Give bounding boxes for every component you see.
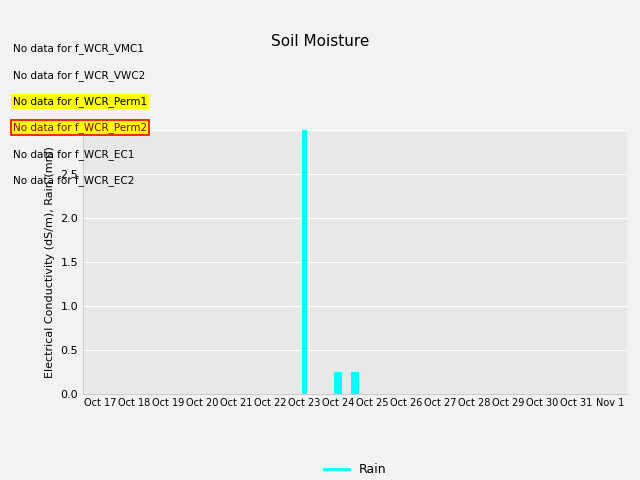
Text: No data for f_WCR_Perm1: No data for f_WCR_Perm1 [13,96,147,107]
Text: Soil Moisture: Soil Moisture [271,34,369,48]
Text: No data for f_WCR_EC1: No data for f_WCR_EC1 [13,149,134,160]
Text: No data for f_WCR_VMC1: No data for f_WCR_VMC1 [13,43,143,54]
Y-axis label: Electrical Conductivity (dS/m), Rain (mm): Electrical Conductivity (dS/m), Rain (mm… [45,145,55,378]
Legend: Rain: Rain [319,458,392,480]
Bar [301,125,307,394]
Text: No data for f_WCR_EC2: No data for f_WCR_EC2 [13,175,134,186]
Bar [334,372,342,394]
Text: No data for f_WCR_Perm2: No data for f_WCR_Perm2 [13,122,147,133]
Text: No data for f_WCR_VWC2: No data for f_WCR_VWC2 [13,70,145,81]
Bar [351,372,360,394]
